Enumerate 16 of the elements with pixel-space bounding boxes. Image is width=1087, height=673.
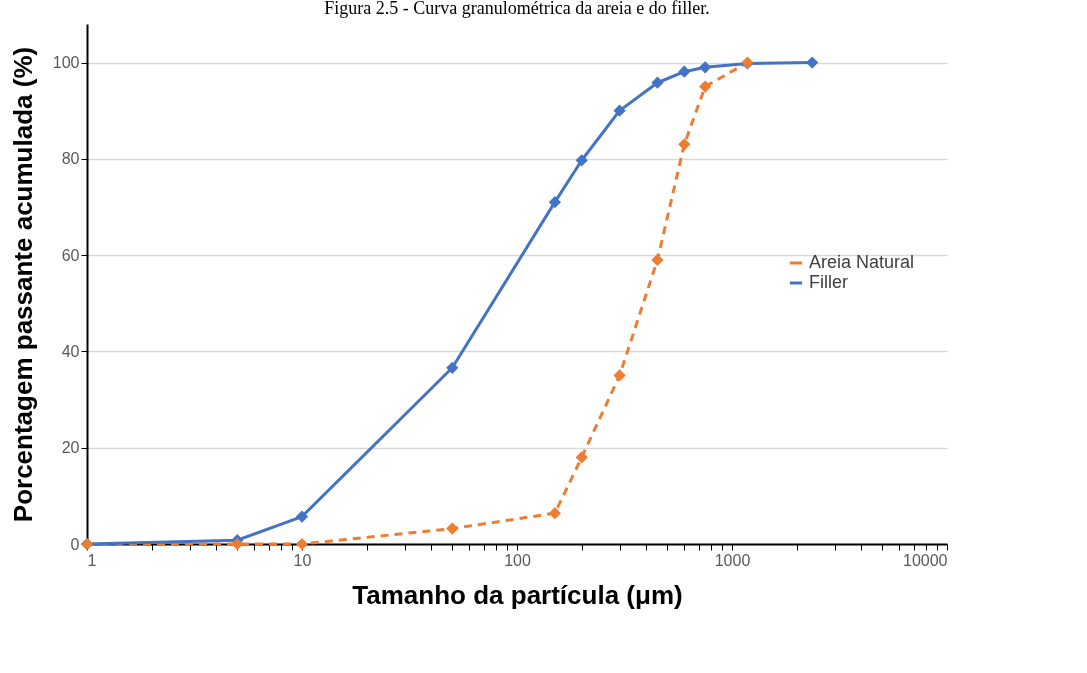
x-tick-label: 10000	[903, 551, 948, 569]
y-tick-label: 0	[70, 535, 80, 553]
x-tick-label: 1	[87, 551, 97, 569]
chart-title: Figura 2.5 - Curva granulométrica da areia e do filler.	[324, 0, 710, 18]
y-tick-label: 80	[61, 150, 80, 168]
legend-label: Areia Natural	[809, 252, 915, 272]
y-axis-title: Porcentagem passante acumulada (%)	[7, 46, 38, 523]
y-tick-label: 20	[61, 439, 80, 457]
y-tick-label: 100	[52, 54, 80, 72]
y-tick-label: 60	[61, 246, 80, 264]
x-tick-label: 100	[504, 551, 531, 569]
x-axis-title: Tamanho da partícula (μm)	[352, 579, 683, 610]
y-tick-label: 40	[61, 342, 80, 360]
legend-label: Filler	[809, 272, 848, 292]
x-tick-label: 1000	[714, 551, 751, 569]
x-tick-label: 10	[293, 551, 312, 569]
